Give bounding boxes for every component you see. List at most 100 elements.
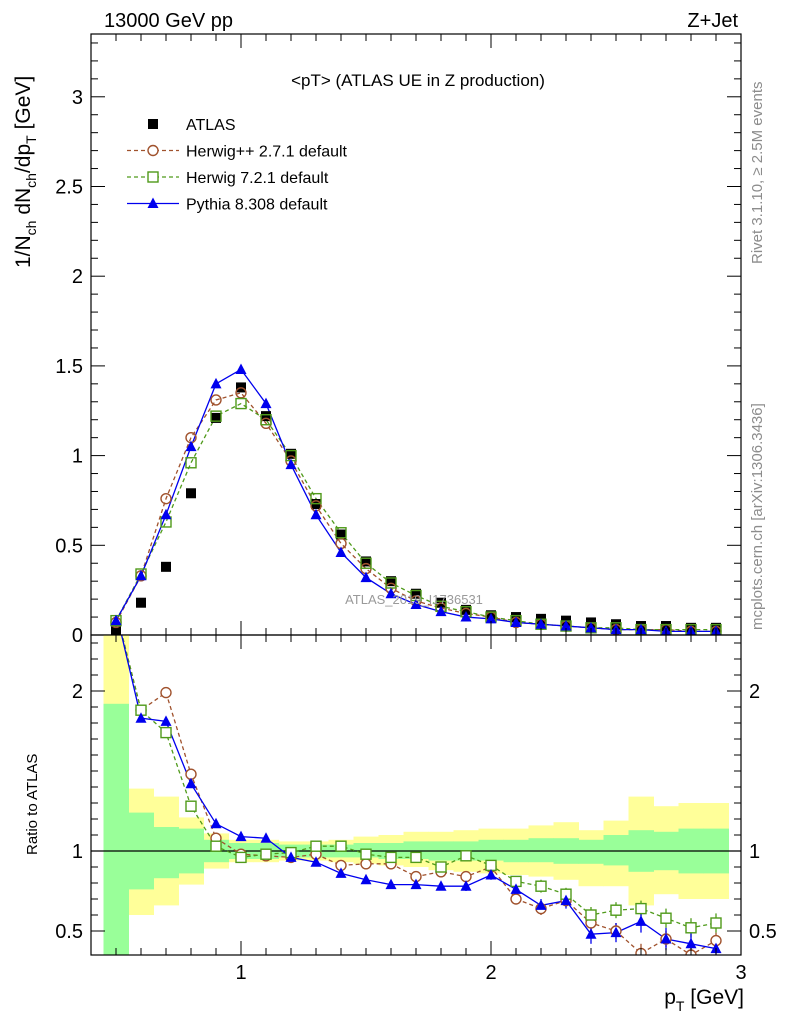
ratio-point-pythia	[235, 830, 247, 842]
main-y-tick-label: 2	[72, 266, 83, 288]
ratio-frame	[90, 634, 742, 956]
legend-marker-pythia	[147, 197, 159, 208]
ratio-plot-area	[91, 635, 741, 955]
ratio-point-pythia	[660, 933, 672, 944]
data-point-pythia	[235, 363, 247, 374]
data-point-herwig7	[185, 457, 197, 469]
ratio-point-herwig7	[185, 800, 197, 812]
ratio-point-herwig7	[585, 909, 597, 921]
ratio-marker-bg	[661, 913, 671, 924]
ratio-marker-bg	[386, 852, 396, 863]
uncertainty-band-inner	[528, 838, 554, 863]
main-y-tick-label: 1.5	[55, 356, 83, 378]
legend-marker-bg	[148, 172, 158, 182]
ratio-point-pythia	[185, 777, 197, 789]
uncertainty-band-inner	[103, 703, 129, 955]
data-point-atlas	[136, 597, 146, 608]
ratio-point-pythia	[710, 942, 722, 954]
ratio-marker-bg	[361, 858, 371, 869]
chart-title: <pT> (ATLAS UE in Z production)	[291, 71, 545, 90]
legend-marker-herwig7	[147, 171, 159, 183]
data-point-pythia	[385, 587, 397, 599]
ratio-point-herwig7	[535, 880, 547, 892]
legend-label-pythia: Pythia 8.308 default	[186, 197, 328, 214]
ratio-point-herwig7	[435, 861, 447, 873]
ratio-marker-bg	[486, 860, 496, 871]
ratio-marker-bg	[636, 903, 646, 914]
ratio-point-pythia	[585, 928, 597, 939]
ratio-marker-bg	[411, 852, 421, 863]
data-point-pythia	[585, 621, 597, 633]
ratio-marker-bg	[586, 910, 596, 920]
data-point-herwigpp	[160, 492, 172, 505]
data-point-herwig7	[210, 410, 222, 422]
ratio-point-pythia	[360, 873, 372, 885]
ratio-marker-bg	[461, 871, 471, 882]
ratio-line-herwigpp	[121, 635, 717, 955]
ratio-marker-bg	[136, 705, 146, 716]
data-point-pythia	[535, 618, 547, 629]
x-tick-label: 1	[235, 962, 246, 984]
main-y-tick-label: 1	[72, 446, 83, 468]
data-point-pythia	[435, 605, 447, 617]
ratio-point-herwig7	[685, 922, 697, 934]
data-point-pythia	[485, 612, 497, 624]
ratio-point-pythia	[435, 880, 447, 891]
ratio-marker-bg	[211, 841, 221, 852]
ratio-point-herwig7	[160, 726, 172, 739]
main-y-tick-label: 3	[72, 87, 83, 109]
uncertainty-band-inner	[478, 839, 504, 861]
ratio-point-herwig7	[335, 840, 347, 852]
uncertainty-band-inner	[403, 841, 429, 859]
uncertainty-band-inner	[603, 835, 629, 866]
ratio-marker-bg	[711, 918, 721, 928]
ratio-point-pythia	[410, 878, 422, 890]
legend-marker-bg	[148, 145, 158, 156]
ratio-point-herwig7	[310, 840, 322, 852]
data-point-herwigpp	[210, 394, 222, 406]
ratio-marker-bg	[611, 905, 621, 916]
ratio-point-pythia	[535, 899, 547, 910]
ratio-point-herwigpp	[510, 893, 522, 905]
data-point-pythia	[210, 377, 222, 389]
main-panel: 0 0.5 1 1.5 2 2.5 3	[55, 33, 742, 647]
ratio-point-herwig7	[610, 904, 622, 916]
ratio-marker-bg	[411, 871, 421, 882]
ratio-marker-bg	[336, 841, 346, 852]
ratio-marker-bg	[336, 860, 346, 871]
data-point-herwig7	[260, 414, 272, 426]
ratio-point-herwig7	[385, 851, 397, 864]
ratio-point-pythia	[485, 869, 497, 880]
data-point-pythia	[560, 620, 572, 631]
legend-label-herwigpp: Herwig++ 2.7.1 default	[186, 144, 348, 161]
uncertainty-band-inner	[153, 827, 179, 879]
ratio-marker-bg	[711, 935, 721, 946]
x-axis-title: pT [GeV]	[664, 986, 744, 1014]
data-point-herwig7	[360, 557, 372, 569]
data-point-atlas	[211, 412, 221, 423]
ratio-marker-bg	[186, 801, 196, 812]
ratio-point-herwig7	[235, 851, 247, 864]
data-point-pythia	[410, 598, 422, 610]
main-y-tick-label: 2.5	[55, 176, 83, 198]
ratio-marker-bg	[511, 894, 521, 904]
data-point-pythia	[185, 440, 197, 452]
main-y-axis-title: 1/Nch dNch/dpT [GeV]	[12, 76, 39, 268]
mcplots-reference-label: mcplots.cern.ch [arXiv:1306.3436]	[749, 403, 766, 630]
data-point-herwigpp	[235, 387, 247, 399]
data-point-pythia	[310, 508, 322, 520]
ratio-marker-bg	[261, 849, 271, 860]
header-left-label: 13000 GeV pp	[104, 10, 233, 32]
data-point-pythia	[335, 546, 347, 557]
data-point-pythia	[110, 614, 122, 626]
data-point-atlas	[186, 488, 196, 499]
ratio-point-pythia	[510, 883, 522, 894]
ratio-point-pythia	[560, 894, 572, 906]
ratio-point-pythia	[285, 851, 297, 862]
data-point-pythia	[460, 611, 472, 622]
rivet-version-label: Rivet 3.1.10, ≥ 2.5M events	[749, 82, 766, 265]
data-point-atlas	[261, 411, 271, 422]
ratio-y-tick-label: 1	[72, 841, 83, 863]
ratio-y-tick-label: 2	[72, 681, 83, 703]
